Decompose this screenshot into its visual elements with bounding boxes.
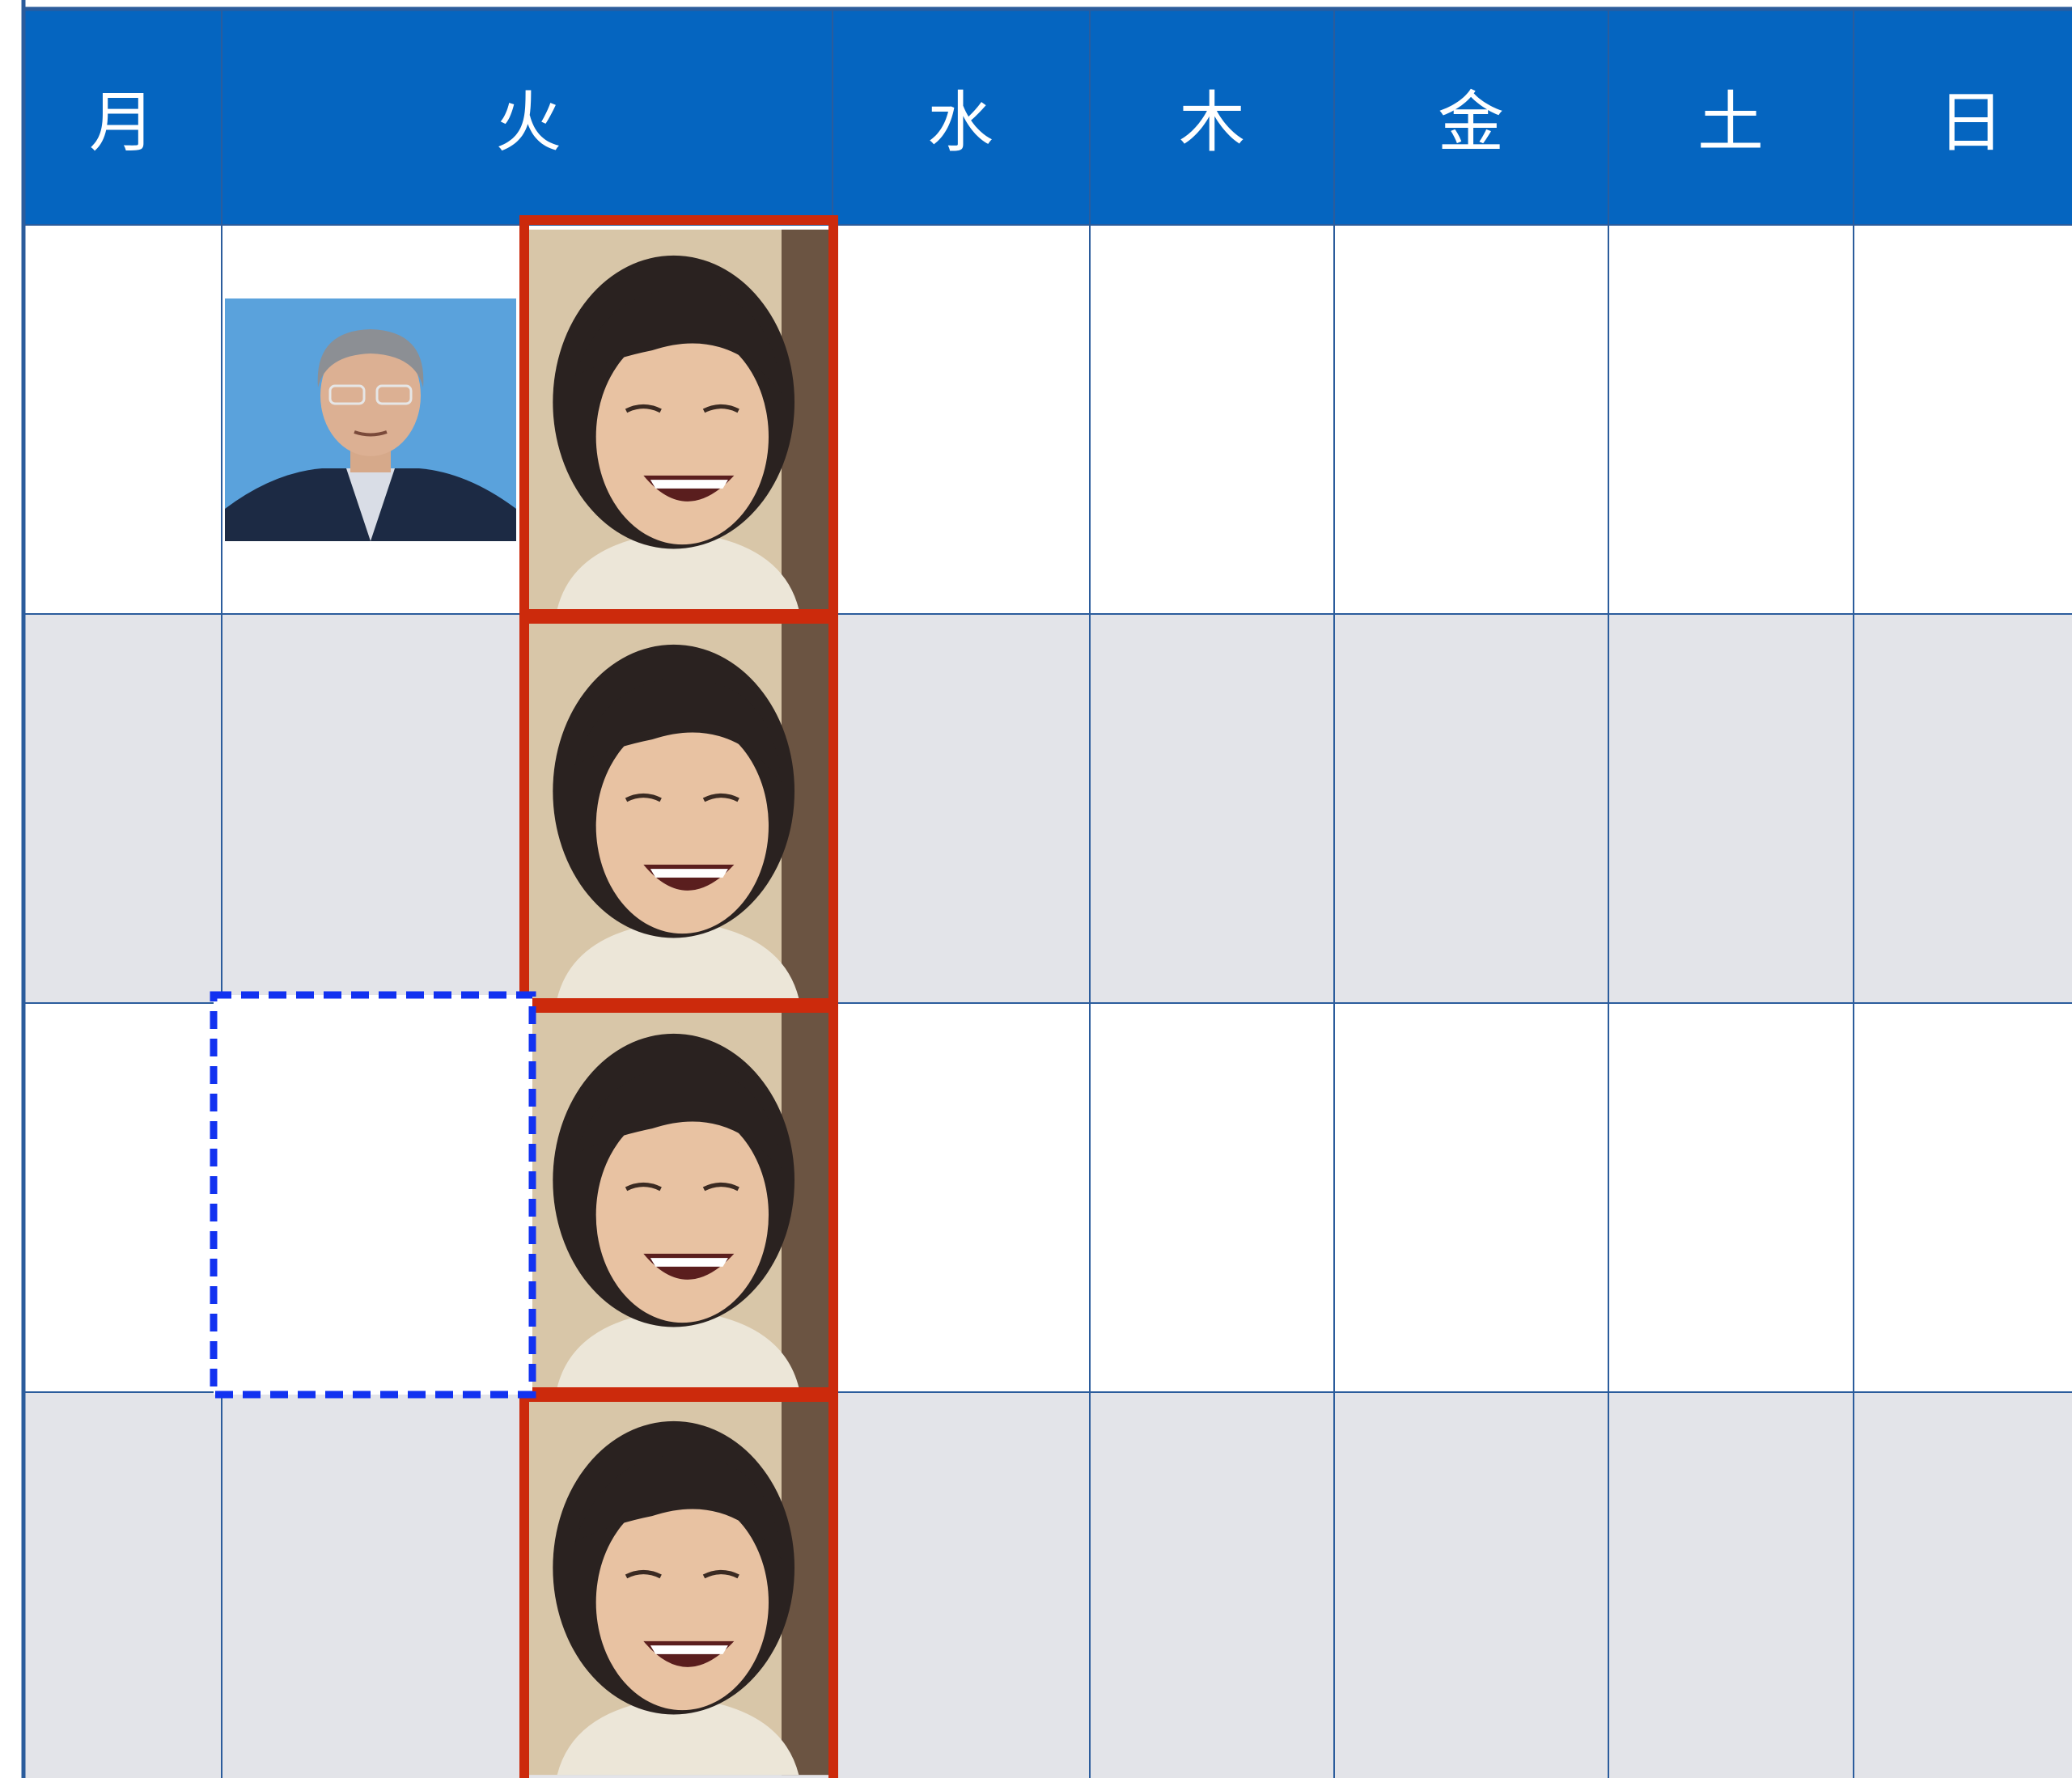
grid [21, 0, 2072, 1778]
row [23, 614, 2072, 1003]
drop-target[interactable] [210, 991, 536, 1399]
selection-frame [519, 1392, 838, 1778]
photo[interactable] [523, 1395, 833, 1775]
day-label: 月 [89, 84, 155, 161]
selection [519, 215, 838, 1778]
photo[interactable] [523, 619, 833, 998]
photo[interactable] [523, 1008, 833, 1387]
day-label: 火 [495, 84, 561, 161]
day-label: 金 [1438, 84, 1504, 161]
photo[interactable] [225, 298, 516, 541]
day-label: 日 [1938, 84, 2004, 161]
photo[interactable] [523, 230, 833, 609]
header-bar [23, 11, 2072, 225]
day-label: 水 [927, 84, 994, 161]
day-label: 木 [1179, 84, 1245, 161]
row [23, 1392, 2072, 1778]
day-label: 土 [1697, 84, 1764, 161]
